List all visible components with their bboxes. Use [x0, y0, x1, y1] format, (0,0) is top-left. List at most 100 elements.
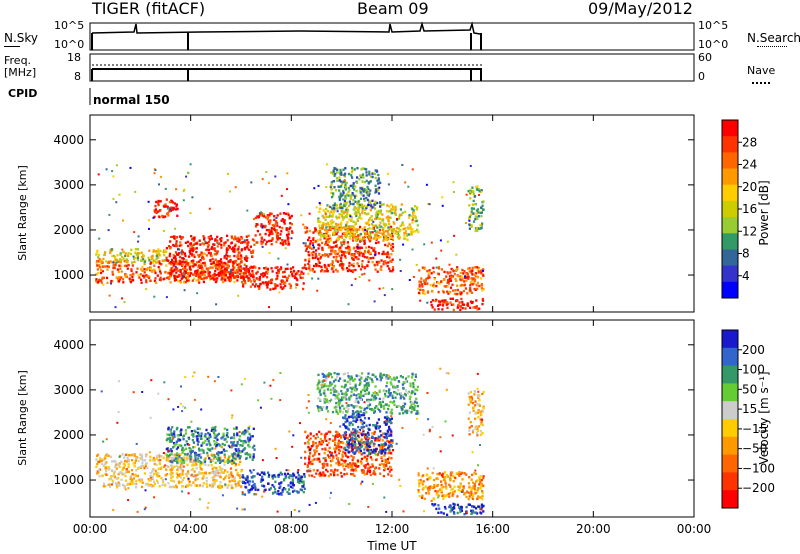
data-cell	[159, 254, 162, 257]
data-cell	[204, 270, 207, 274]
data-cell	[374, 234, 377, 237]
data-cell	[159, 278, 162, 282]
data-cell	[270, 212, 273, 215]
data-cell	[441, 289, 445, 293]
data-cell	[105, 473, 108, 476]
data-cell	[343, 451, 347, 455]
data-cell	[202, 474, 205, 478]
data-cell	[372, 395, 375, 399]
data-cell	[196, 484, 199, 487]
data-cell	[266, 272, 269, 275]
data-cell	[158, 268, 161, 271]
data-cell	[387, 467, 390, 471]
data-cell	[358, 234, 361, 237]
data-cell	[318, 442, 321, 446]
data-cell	[365, 206, 368, 210]
data-cell	[114, 258, 117, 262]
data-cell	[270, 229, 273, 232]
data-cell	[304, 430, 307, 434]
data-cell	[478, 227, 481, 230]
data-cell	[247, 426, 250, 430]
data-cell	[366, 440, 370, 443]
data-cell	[347, 172, 351, 176]
data-cell	[358, 276, 361, 278]
data-cell	[347, 303, 350, 306]
power-x-axis	[89, 115, 695, 312]
data-cell	[363, 188, 366, 191]
data-cell	[315, 433, 318, 436]
data-cell	[361, 167, 364, 170]
data-cell	[412, 384, 415, 387]
data-cell	[228, 480, 231, 483]
data-cell	[160, 466, 163, 469]
data-cell	[350, 472, 353, 476]
data-cell	[480, 277, 483, 280]
data-cell	[343, 232, 346, 235]
data-cell	[338, 254, 341, 258]
data-cell	[204, 241, 207, 244]
data-cell	[174, 455, 177, 458]
data-cell	[465, 303, 468, 307]
data-cell	[358, 216, 361, 219]
data-cell	[368, 245, 371, 249]
data-cell	[375, 214, 378, 217]
data-cell	[338, 235, 341, 238]
data-cell	[343, 435, 346, 439]
data-cell	[383, 449, 386, 453]
data-cell	[376, 179, 379, 182]
data-cell	[193, 238, 196, 241]
data-cell	[334, 441, 337, 445]
data-cell	[328, 253, 331, 256]
data-cell	[107, 483, 110, 486]
data-cell	[322, 270, 326, 273]
data-cell	[365, 376, 368, 379]
data-cell	[271, 224, 274, 227]
data-cell	[431, 306, 434, 309]
data-cell	[197, 254, 200, 257]
data-cell	[387, 217, 390, 221]
data-cell	[379, 209, 382, 212]
data-cell	[471, 273, 474, 276]
data-cell	[246, 238, 249, 242]
data-cell	[276, 284, 279, 287]
data-cell	[356, 219, 359, 222]
data-cell	[220, 451, 223, 454]
data-cell	[173, 430, 176, 433]
data-cell	[391, 288, 394, 291]
data-cell	[383, 407, 386, 410]
data-cell	[326, 215, 329, 218]
data-cell	[352, 227, 355, 230]
data-cell	[385, 435, 388, 438]
data-cell	[230, 441, 233, 444]
data-cell	[426, 290, 430, 293]
data-cell	[329, 381, 332, 384]
data-cell	[233, 244, 237, 248]
data-cell	[106, 276, 109, 280]
data-cell	[464, 287, 467, 290]
data-cell	[367, 384, 370, 387]
data-cell	[374, 449, 377, 452]
data-cell	[157, 203, 160, 207]
data-cell	[452, 181, 455, 184]
data-cell	[373, 410, 376, 413]
data-cell	[101, 474, 104, 477]
data-cell	[235, 249, 238, 252]
data-cell	[236, 473, 239, 477]
data-cell	[100, 459, 103, 462]
data-cell	[474, 215, 477, 218]
data-cell	[143, 271, 146, 274]
data-cell	[306, 464, 309, 467]
data-cell	[350, 430, 353, 433]
data-cell	[340, 385, 343, 388]
data-cell	[247, 269, 251, 272]
data-cell	[338, 402, 341, 405]
data-cell	[344, 255, 347, 258]
data-cell	[346, 221, 349, 224]
data-cell	[392, 268, 395, 271]
data-cell	[220, 237, 223, 240]
data-cell	[208, 484, 212, 487]
data-cell	[319, 473, 323, 476]
data-cell	[331, 261, 334, 265]
data-cell	[388, 394, 391, 397]
data-cell	[215, 263, 218, 266]
